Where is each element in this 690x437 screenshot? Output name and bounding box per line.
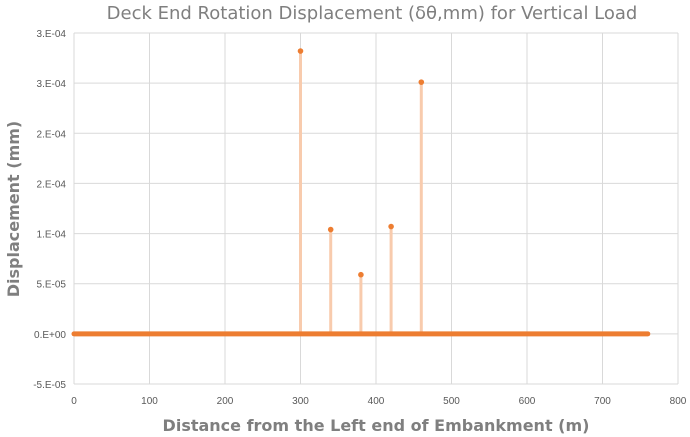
y-tick-label: 2.E-04 (37, 129, 67, 140)
data-point (418, 79, 425, 85)
x-tick-label: 200 (217, 396, 234, 407)
y-axis-title: Displacement (mm) (4, 121, 23, 297)
x-tick-label: 500 (443, 396, 460, 407)
x-tick-label: 400 (368, 396, 385, 407)
data-point (327, 226, 334, 233)
x-axis-ticks: 0 100 200 300 400 500 600 700 800 (71, 396, 687, 407)
data-point (297, 48, 304, 54)
y-tick-label: 2.E-04 (37, 179, 67, 190)
x-tick-label: 0 (71, 396, 77, 407)
x-tick-label: 600 (519, 396, 536, 407)
data-point (388, 223, 394, 230)
data-point (358, 271, 364, 278)
y-tick-label: 5.E-05 (37, 280, 67, 291)
gridlines (73, 32, 679, 385)
data-points (297, 48, 425, 278)
x-tick-label: 300 (292, 396, 309, 407)
stems (299, 51, 423, 334)
y-tick-label: 1.E-04 (37, 230, 67, 241)
y-axis-ticks: 3.E-04 3.E-04 2.E-04 2.E-04 1.E-04 5.E-05 0.E+… (33, 29, 66, 391)
y-tick-label: 3.E-04 (37, 29, 67, 40)
y-tick-label: 0.E+00 (34, 330, 66, 341)
x-tick-label: 100 (141, 396, 158, 407)
x-tick-label: 800 (670, 396, 687, 407)
chart-title: Deck End Rotation Displacement (δθ,mm) f… (107, 3, 638, 24)
x-axis-title: Distance from the Left end of Embankment… (163, 416, 590, 435)
x-tick-label: 700 (594, 396, 611, 407)
y-tick-label: 3.E-04 (37, 79, 67, 90)
y-tick-label: -5.E-05 (33, 380, 66, 391)
